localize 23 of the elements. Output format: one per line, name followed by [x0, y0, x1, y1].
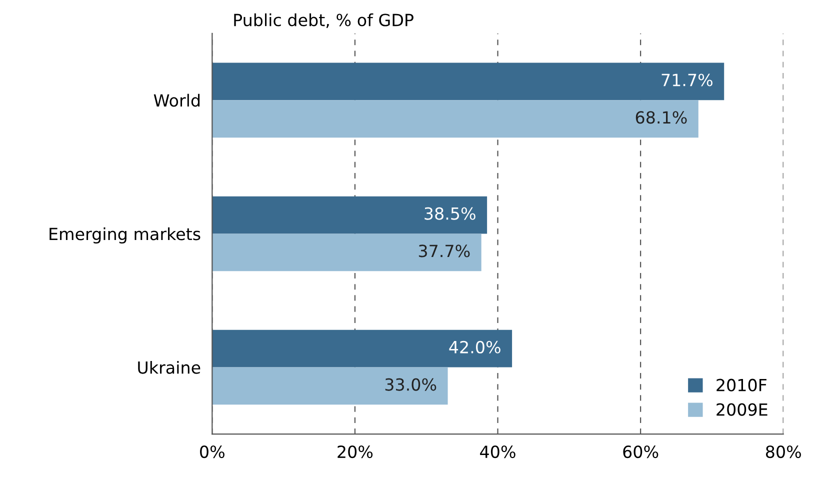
data-label: 37.7%	[418, 244, 470, 258]
x-tick-label: 20%	[338, 445, 373, 458]
legend-label: 2010F	[716, 378, 766, 392]
chart-title: Public debt, % of GDP	[234, 13, 414, 28]
bar	[212, 196, 488, 234]
y-tick-label: Ukraine	[138, 360, 200, 374]
bar	[212, 100, 698, 138]
bar	[212, 367, 448, 405]
legend-label: 2009E	[716, 403, 768, 416]
x-tick-label: 0%	[200, 445, 224, 458]
bar	[212, 234, 482, 272]
data-label: 38.5%	[424, 207, 476, 220]
y-tick-label: Emerging markets	[50, 227, 200, 244]
bar	[212, 62, 724, 100]
data-label: 33.0%	[385, 378, 436, 391]
data-label: 68.1%	[636, 111, 687, 124]
x-tick-label: 80%	[766, 445, 801, 458]
data-label: 71.7%	[662, 74, 712, 86]
data-label: 42.0%	[449, 340, 500, 354]
bar	[212, 330, 512, 368]
x-tick-label: 40%	[480, 445, 516, 458]
x-tick-label: 60%	[623, 445, 658, 458]
y-tick-label: World	[154, 94, 200, 107]
